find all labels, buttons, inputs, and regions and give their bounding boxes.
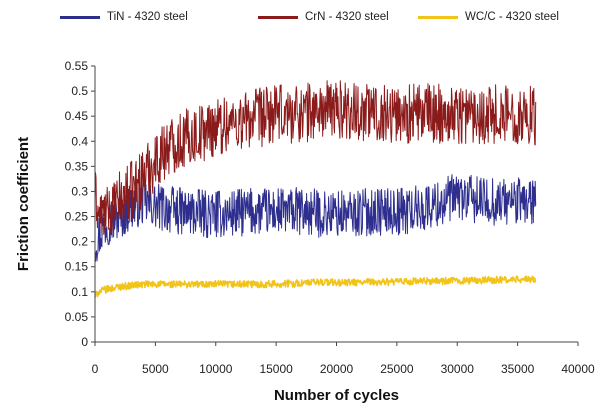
y-tick-label: 0.25	[65, 210, 89, 224]
series-line-tin	[94, 174, 537, 262]
x-tick-label: 15000	[259, 362, 293, 376]
y-tick-label: 0.15	[65, 260, 89, 274]
legend-swatch-tin	[60, 15, 100, 19]
y-tick-label: 0.4	[71, 134, 88, 148]
y-tick-label: 0.2	[71, 235, 88, 249]
x-tick-label: 25000	[380, 362, 414, 376]
series-line-wcc	[94, 275, 537, 298]
legend-item-tin: TiN - 4320 steel	[60, 9, 188, 25]
legend-label-wcc: WC/C - 4320 steel	[465, 11, 559, 23]
y-tick-label: 0.1	[71, 285, 88, 299]
legend-item-crn: CrN - 4320 steel	[258, 9, 389, 25]
x-tick-label: 30000	[441, 362, 475, 376]
chart-legend: TiN - 4320 steel CrN - 4320 steel WC/C -…	[0, 0, 602, 34]
y-tick-label: 0	[81, 335, 88, 349]
x-tick-label: 5000	[142, 362, 169, 376]
y-tick-label: 0.5	[71, 84, 88, 98]
y-tick-label: 0.45	[65, 109, 89, 123]
x-tick-label: 40000	[561, 362, 595, 376]
x-tick-label: 20000	[320, 362, 354, 376]
legend-item-wcc: WC/C - 4320 steel	[418, 9, 559, 25]
y-tick-label: 0.3	[71, 184, 88, 198]
x-axis-title: Number of cycles	[274, 387, 399, 404]
legend-label-tin: TiN - 4320 steel	[107, 11, 188, 23]
legend-swatch-wcc	[418, 15, 458, 19]
legend-swatch-crn	[258, 15, 298, 19]
legend-label-crn: CrN - 4320 steel	[305, 11, 389, 23]
x-tick-label: 10000	[199, 362, 233, 376]
x-tick-label: 35000	[501, 362, 535, 376]
y-tick-label: 0.35	[65, 159, 89, 173]
series-line-crn	[94, 80, 537, 237]
y-tick-label: 0.05	[65, 310, 89, 324]
y-axis-title: Friction coefficient	[15, 137, 32, 271]
series-layer	[94, 80, 537, 298]
ticks-layer: 0 0.05 0.1 0.15 0.2 0.25 0.3 0.35 0.4 0.45 0.5 0.55…	[65, 59, 595, 376]
y-tick-label: 0.55	[65, 59, 89, 73]
x-tick-label: 0	[92, 362, 99, 376]
